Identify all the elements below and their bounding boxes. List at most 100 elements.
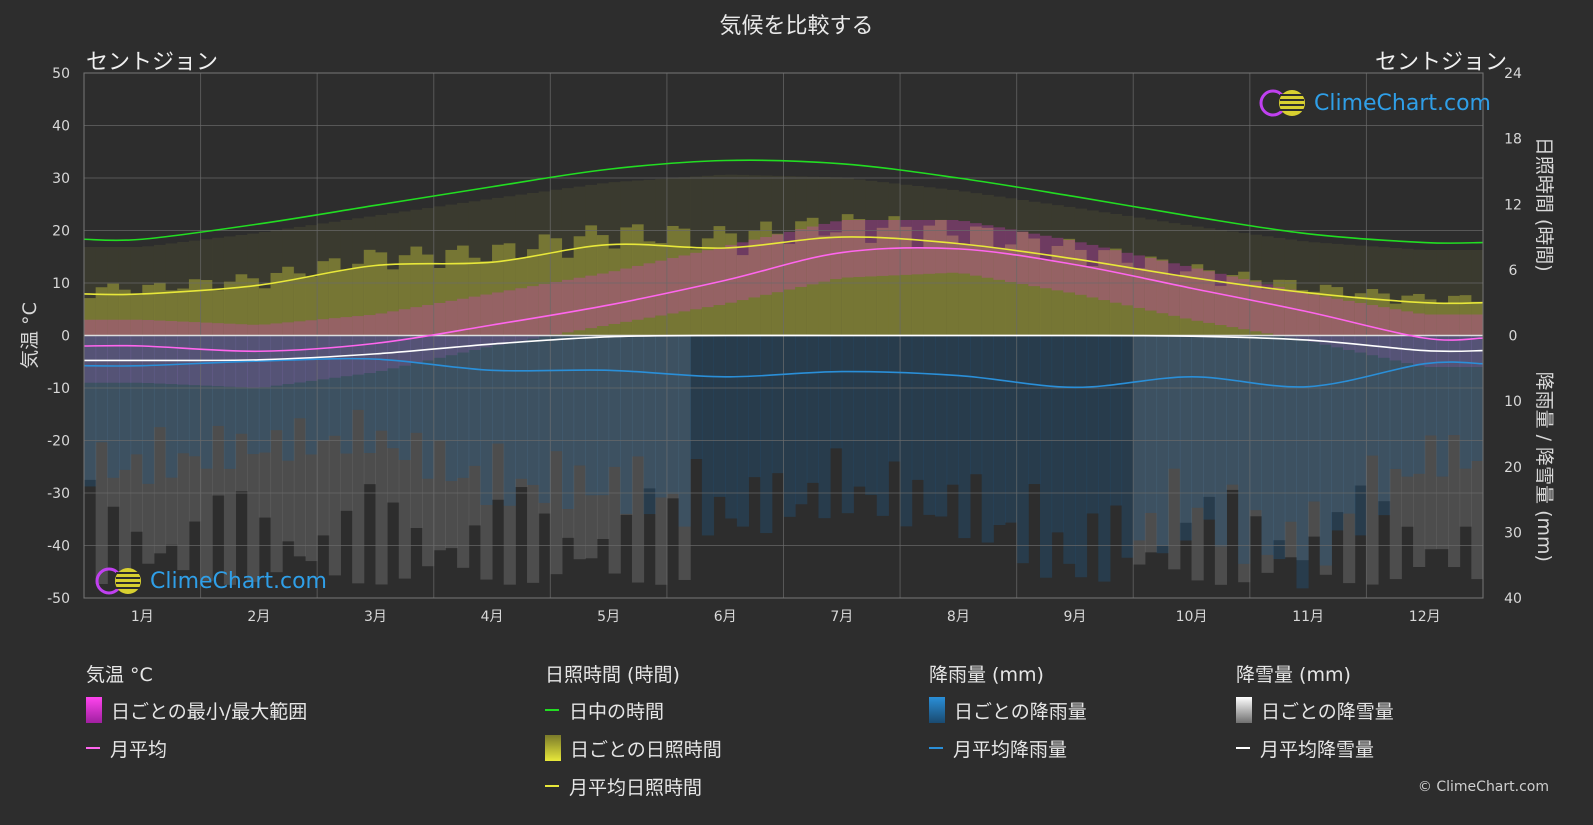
daily-snow-bar (1214, 335, 1228, 585)
daily-sunshine-bar (678, 228, 691, 336)
daily-rain-bar (212, 335, 225, 426)
temp-range-bar (841, 220, 854, 278)
temp-range-bar (188, 322, 202, 386)
temp-range-bar (200, 322, 213, 386)
daily-rain-bar (223, 335, 237, 469)
daily-sunshine-bar (433, 267, 446, 336)
daily-sunshine-bar (1273, 279, 1286, 336)
sunshine-avg-swatch (545, 785, 559, 787)
daily-snow-bar (200, 335, 213, 581)
daily-sunshine-bar (223, 281, 237, 336)
daily-rain-bar (1098, 335, 1111, 582)
x-tick-label: 5月 (597, 609, 620, 625)
daily-sunshine-bar (958, 244, 971, 336)
temp-range-bar (1296, 292, 1309, 340)
legend-item-temp-avg: 月平均 (86, 736, 307, 761)
daily-snow-bar (515, 335, 528, 488)
daily-sunshine-bar (445, 249, 458, 336)
legend-rain-header: 降雨量 (mm) (929, 664, 1044, 686)
daily-snow-bar (363, 335, 376, 485)
daylight-swatch (545, 709, 559, 711)
daily-snow-bar (247, 335, 260, 582)
temp-range-bar (1156, 260, 1169, 314)
daily-sunshine-bar (561, 257, 575, 336)
daily-rain-bar (550, 335, 563, 452)
temp-range-bar (923, 220, 936, 274)
daily-snow-bar (1168, 335, 1181, 570)
daily-snow-bar (678, 335, 691, 580)
daily-sunshine-bar (1378, 293, 1391, 336)
daily-snow-bar (1133, 335, 1146, 565)
daily-snow-bar (538, 335, 551, 514)
temp-range-bar (1063, 239, 1076, 293)
daily-rain-bar (445, 335, 458, 482)
temp-range-bar (212, 323, 225, 387)
temp-range-bar (713, 247, 726, 306)
daily-rain-bar (1284, 335, 1297, 522)
daily-sunshine-bar (282, 266, 295, 336)
daily-rain-bar (200, 335, 213, 469)
series-line-2 (83, 246, 1484, 353)
temp-range-bar (293, 321, 307, 383)
legend-sunshine: 日照時間 (時間) 日中の時間 日ごとの日照時間 月平均日照時間 (545, 660, 722, 812)
temp-range-bar (958, 221, 971, 274)
daily-rain-bar (153, 335, 167, 428)
legend-label: 月平均 (110, 738, 168, 761)
temp-range-bar (1016, 231, 1029, 285)
daily-rain-bar (1203, 335, 1216, 520)
x-tick-label: 4月 (481, 609, 504, 625)
daily-rain-bar (387, 335, 400, 449)
daily-sunshine-bar (1343, 297, 1356, 336)
y-axis-label-left: 気温 °C (19, 302, 41, 369)
daily-sunshine-bar (655, 243, 668, 336)
legend-snow-header: 降雪量 (mm) (1236, 664, 1351, 686)
y-axis-label-right-precip: 降雨量 / 降雪量 (mm) (1533, 372, 1555, 562)
temp-range-bar (631, 265, 645, 320)
daily-rain-bar (1261, 335, 1274, 555)
location-left: セントジョン (86, 50, 219, 75)
daily-snow-bar (130, 335, 143, 532)
daily-rain-bar (1005, 335, 1018, 523)
temp-range-bar (1214, 273, 1228, 325)
daily-rain-bar (1086, 335, 1099, 514)
daily-sunshine-bar (1401, 295, 1414, 336)
logo-text: ClimeChart.com (1314, 90, 1491, 116)
daily-rain-bar (911, 335, 924, 480)
daily-sunshine-bar (1156, 259, 1169, 336)
plot-frame (83, 72, 1484, 599)
y-tick-label-right-precip: 40 (1504, 591, 1522, 607)
daily-sunshine-bar (981, 227, 994, 336)
temp-range-swatch (86, 697, 102, 723)
daily-rain-bar (888, 335, 901, 462)
y-tick-label-left: 40 (52, 119, 70, 135)
daily-snow-bar (223, 335, 237, 585)
temp-range-bar (177, 321, 190, 385)
temp-range-bar (771, 234, 784, 293)
temp-range-bar (1238, 279, 1251, 330)
temp-range-bar (643, 263, 656, 318)
daily-sunshine-bar (188, 279, 202, 336)
daily-sunshine-bar (527, 249, 540, 336)
temp-range-bar (1249, 281, 1262, 332)
x-tick-label: 10月 (1176, 609, 1208, 625)
daily-rain-bar (1133, 335, 1146, 541)
daily-sunshine-bar (1016, 231, 1029, 336)
daily-snow-bar (1448, 335, 1461, 568)
temp-range-bar (480, 294, 493, 348)
daily-rain-bar (503, 335, 516, 506)
daily-sunshine-bar (1121, 262, 1134, 336)
daily-sunshine-bar (830, 232, 843, 336)
daily-snow-bar (631, 335, 645, 583)
daily-sunshine-bar (317, 261, 330, 336)
temp-range-bar (596, 273, 610, 327)
daily-sunshine-bar (503, 243, 516, 336)
daily-sunshine-bar (153, 282, 167, 336)
location-right: セントジョン (1374, 50, 1507, 75)
x-tick-label: 6月 (714, 609, 737, 625)
daily-rain-bar (492, 335, 505, 444)
daily-snow-bar (1226, 335, 1239, 490)
daily-snow-bar (433, 335, 446, 551)
temp-range-bar (1039, 235, 1053, 289)
daily-rain-bar (1459, 335, 1472, 469)
daily-sunshine-bar (1389, 303, 1402, 336)
